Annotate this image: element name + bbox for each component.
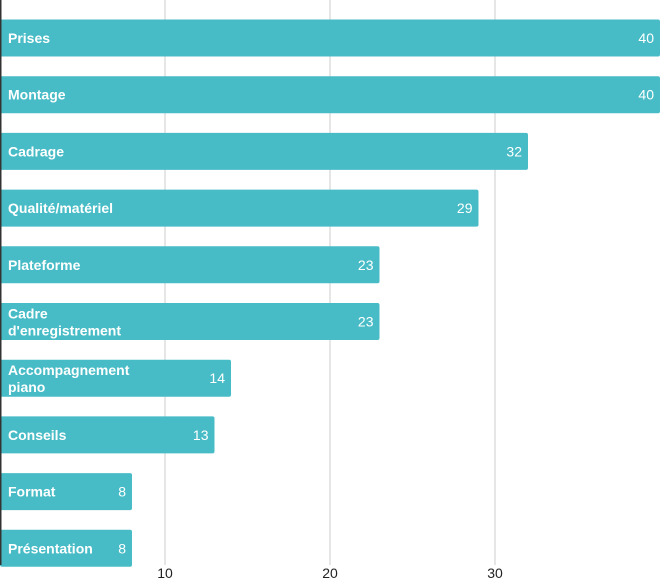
bar <box>0 303 380 340</box>
bar <box>0 529 132 567</box>
bar-group: Conseils 13 <box>0 416 215 454</box>
bar-value-label: 8 <box>118 540 126 556</box>
bar <box>0 76 660 114</box>
bar-category-label: Conseils <box>8 427 67 443</box>
bar-group: Présentation 8 <box>0 529 132 567</box>
bar-value-label: 23 <box>358 314 374 330</box>
x-tick-label: 30 <box>487 565 503 581</box>
bar-group: Montage 40 <box>0 76 660 114</box>
bar-group: Cadre d'enregistrement 23 <box>0 303 380 340</box>
x-tick-label: 10 <box>157 565 173 581</box>
bar-value-label: 8 <box>118 484 126 500</box>
bar-group: Plateforme 23 <box>0 246 380 284</box>
bar <box>0 416 215 454</box>
bar-value-label: 40 <box>638 87 654 103</box>
bar-category-label: Accompagnement piano <box>8 362 130 395</box>
bar <box>0 132 528 170</box>
bar-category-label: Cadre d'enregistrement <box>8 306 121 339</box>
bar-value-label: 23 <box>358 257 374 273</box>
bar <box>0 189 479 227</box>
bar-category-label: Présentation <box>8 540 93 556</box>
bar-value-label: 13 <box>193 427 209 443</box>
bar-category-label: Format <box>8 484 56 500</box>
bar <box>0 19 660 57</box>
bar <box>0 359 231 397</box>
bar-group: Prises 40 <box>0 19 660 57</box>
bar-category-label: Plateforme <box>8 257 81 273</box>
x-tick-label: 20 <box>322 565 338 581</box>
bar-category-label: Qualité/matériel <box>8 200 113 216</box>
bar-value-label: 29 <box>457 200 473 216</box>
bar-group: Format 8 <box>0 473 132 511</box>
bar-category-label: Montage <box>8 87 66 103</box>
bar-group: Cadrage 32 <box>0 132 528 170</box>
bar-group: Accompagnement piano 14 <box>0 359 231 397</box>
bar <box>0 473 132 511</box>
bar-group: Qualité/matériel 29 <box>0 189 479 227</box>
bar-category-label: Cadrage <box>8 143 64 159</box>
bar-value-label: 40 <box>638 30 654 46</box>
bars: Prises 40 Montage 40 Cadrage 32 Qualité/matéri… <box>0 19 660 567</box>
bar-value-label: 32 <box>506 143 522 159</box>
bar <box>0 246 380 284</box>
bar-value-label: 14 <box>209 370 225 386</box>
x-axis-ticks: 10 20 30 <box>157 565 503 581</box>
bar-category-label: Prises <box>8 30 50 46</box>
